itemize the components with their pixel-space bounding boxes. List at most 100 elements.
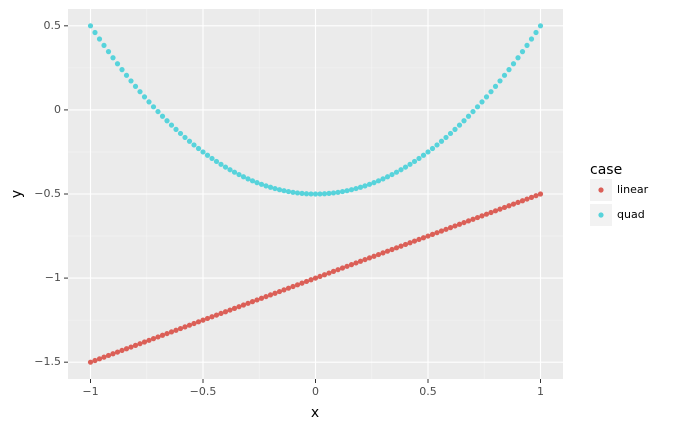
point — [258, 295, 265, 301]
point — [393, 245, 400, 251]
point — [429, 145, 436, 152]
point — [366, 181, 373, 187]
point — [353, 185, 359, 192]
point — [533, 29, 539, 36]
y-tick-label: −1.5 — [34, 355, 61, 368]
point — [330, 190, 337, 196]
point — [182, 324, 188, 330]
point — [443, 226, 449, 232]
point — [461, 118, 467, 124]
point — [501, 204, 508, 211]
y-tick-label: −0.5 — [34, 187, 61, 200]
point — [533, 193, 539, 199]
point — [218, 161, 224, 167]
point — [213, 312, 220, 318]
point — [222, 309, 229, 315]
point — [123, 346, 130, 352]
point — [119, 67, 125, 73]
point — [447, 225, 454, 231]
y-tick-label: 0 — [54, 103, 61, 116]
point — [164, 330, 170, 337]
point — [501, 72, 508, 78]
point — [348, 262, 355, 268]
point — [155, 334, 161, 340]
x-tick-label: −0.5 — [190, 385, 217, 398]
point — [114, 61, 121, 67]
point — [96, 36, 103, 42]
point — [407, 161, 413, 167]
point — [308, 277, 314, 283]
point — [231, 305, 238, 311]
point — [236, 171, 242, 178]
point — [519, 49, 526, 55]
point — [222, 164, 229, 170]
point — [474, 214, 481, 221]
point — [357, 184, 364, 190]
point — [128, 344, 134, 350]
point — [281, 287, 287, 293]
point — [177, 130, 184, 137]
point — [191, 142, 197, 148]
point — [483, 94, 490, 100]
point — [110, 351, 116, 357]
point — [168, 122, 175, 128]
point — [276, 288, 283, 295]
point — [101, 354, 107, 360]
point — [398, 167, 404, 173]
point — [101, 42, 107, 48]
point — [110, 55, 116, 61]
x-axis-title: x — [311, 405, 319, 421]
point — [510, 61, 517, 67]
point — [515, 55, 521, 61]
point — [416, 155, 422, 162]
point — [132, 83, 139, 89]
point — [434, 142, 440, 148]
point — [438, 138, 445, 144]
point — [114, 349, 121, 355]
point — [497, 206, 503, 212]
point — [420, 152, 427, 158]
point — [105, 49, 112, 55]
point — [285, 285, 292, 291]
point — [141, 339, 148, 345]
point — [285, 188, 292, 195]
point — [524, 42, 530, 48]
point — [384, 248, 391, 254]
point — [402, 241, 409, 248]
point — [317, 191, 323, 197]
point — [488, 89, 494, 95]
point — [456, 122, 463, 128]
point — [362, 183, 368, 189]
point — [524, 196, 530, 202]
point — [461, 219, 467, 226]
point — [425, 149, 431, 155]
point — [267, 184, 274, 190]
points — [87, 23, 544, 365]
point — [420, 235, 427, 241]
point — [537, 23, 544, 29]
point — [447, 130, 454, 137]
point — [272, 185, 278, 192]
point — [474, 104, 481, 110]
point — [186, 322, 193, 328]
legend-marker — [598, 187, 604, 193]
point — [312, 275, 319, 281]
point — [389, 171, 395, 178]
point — [92, 357, 98, 364]
point — [105, 352, 112, 359]
point — [393, 169, 400, 175]
x-tick-label: 0.5 — [419, 385, 437, 398]
point — [479, 213, 485, 219]
point — [200, 149, 206, 155]
y-axis-title: y — [9, 190, 25, 198]
point — [137, 341, 143, 347]
point — [321, 272, 328, 278]
point — [434, 230, 440, 236]
x-tick-label: 0 — [312, 385, 319, 398]
point — [492, 208, 499, 214]
point — [362, 256, 368, 263]
point — [402, 164, 409, 170]
point — [407, 240, 413, 246]
point — [519, 198, 526, 204]
y-tick-label: −1 — [45, 271, 61, 284]
